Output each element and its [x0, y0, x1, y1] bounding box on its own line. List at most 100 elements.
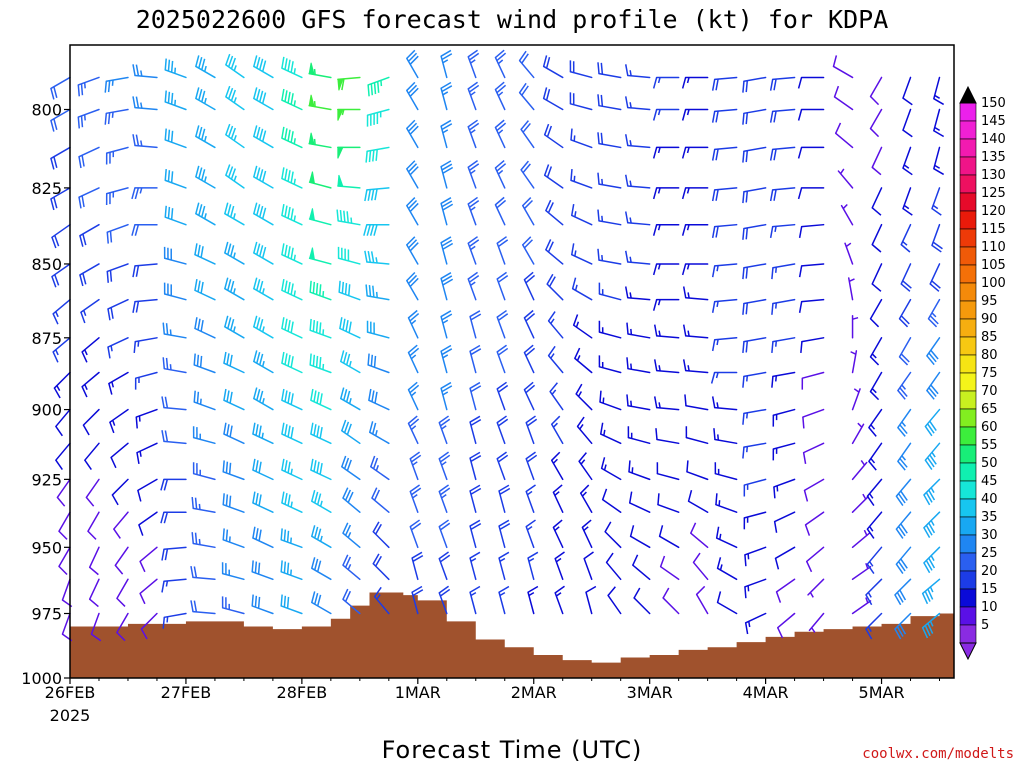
barb-flag — [283, 595, 287, 608]
barb-flag — [287, 170, 291, 182]
barb-staff — [713, 298, 738, 303]
wind-barb — [851, 460, 868, 481]
barb-flag — [316, 461, 320, 474]
wind-barb — [797, 187, 825, 200]
barb-flag — [570, 128, 573, 140]
barb-staff — [164, 139, 187, 149]
barb-half-flag — [903, 204, 910, 210]
barb-flag — [252, 491, 256, 504]
wind-barb — [552, 519, 564, 549]
wind-barb — [871, 146, 883, 176]
wind-barb — [109, 408, 129, 434]
barb-flag — [742, 81, 745, 93]
barb-flag — [570, 168, 573, 181]
wind-barb — [440, 272, 454, 301]
wind-barb — [807, 578, 825, 598]
barb-flag — [438, 451, 450, 460]
barb-flag — [742, 191, 745, 204]
wind-barb — [467, 49, 480, 79]
barb-flag — [113, 528, 121, 539]
barb-staff — [440, 202, 448, 226]
barb-flag — [255, 460, 259, 472]
barb-flag — [525, 313, 536, 322]
barb-half-flag — [470, 169, 476, 175]
barb-staff — [467, 242, 477, 265]
wind-barb — [194, 317, 216, 339]
barb-staff — [163, 367, 187, 374]
barb-flag — [190, 600, 194, 612]
barb-flag — [225, 461, 229, 474]
barb-flag — [284, 205, 288, 217]
barb-staff — [865, 578, 883, 596]
barb-flag — [547, 345, 556, 357]
barb-staff — [253, 97, 274, 111]
barb-flag — [258, 128, 264, 141]
barb-flag — [82, 424, 90, 436]
barb-staff — [627, 297, 651, 301]
wind-barb — [744, 578, 767, 599]
barb-flag — [284, 318, 288, 331]
wind-barb — [933, 146, 945, 176]
barb-flag — [551, 415, 561, 425]
barb-half-flag — [412, 461, 418, 466]
wind-barb — [281, 56, 303, 79]
barb-staff — [139, 546, 158, 563]
barb-staff — [851, 423, 865, 445]
wind-barb — [280, 560, 303, 581]
barb-flag — [715, 226, 719, 238]
barb-flag — [372, 150, 375, 162]
barb-flag — [578, 452, 587, 462]
barb-half-flag — [746, 412, 749, 419]
barb-flag — [925, 524, 933, 536]
wind-barb — [653, 359, 680, 374]
barb-flag — [346, 459, 352, 471]
barb-half-flag — [293, 68, 296, 75]
barb-flag — [364, 250, 368, 263]
wind-barb — [411, 551, 424, 581]
wind-barb — [851, 315, 859, 339]
wind-barb — [769, 223, 796, 238]
barb-flag — [313, 390, 317, 402]
barb-staff — [224, 252, 245, 265]
colorbar-label: 85 — [981, 330, 998, 345]
barb-flag — [681, 147, 687, 159]
barb-staff — [164, 101, 187, 111]
barb-staff — [440, 315, 448, 339]
barb-staff — [311, 567, 332, 581]
wind-barb — [575, 383, 593, 411]
barb-staff — [252, 537, 274, 549]
barb-flag — [56, 496, 66, 507]
barb-staff — [194, 289, 216, 301]
barb-flag — [314, 558, 319, 571]
barb-flag — [407, 163, 418, 173]
barb-flag — [520, 160, 529, 171]
wind-barb — [545, 239, 564, 265]
barb-staff — [79, 223, 100, 237]
barb-flag — [898, 356, 909, 366]
barb-flag — [87, 530, 97, 540]
barb-flag — [745, 191, 749, 203]
wind-barb — [366, 320, 390, 339]
wind-barb — [84, 442, 100, 470]
barb-half-flag — [376, 594, 381, 600]
wind-barb — [194, 279, 216, 301]
colorbar-segment — [959, 120, 977, 140]
barb-staff — [743, 298, 767, 305]
barb-staff — [105, 108, 129, 115]
wind-barb — [716, 557, 738, 581]
barb-staff — [494, 203, 506, 226]
colorbar-label: 135 — [981, 150, 1006, 165]
barb-flag — [287, 281, 291, 294]
barb-staff — [372, 562, 390, 581]
barb-staff — [805, 546, 825, 563]
wind-barb — [597, 132, 622, 149]
barb-flag — [494, 119, 505, 129]
wind-barb — [542, 55, 564, 79]
barb-staff — [406, 57, 419, 79]
barb-flag — [499, 522, 511, 531]
barb-flag — [629, 525, 635, 537]
colorbar: 1501451401351301251201151101051009590858… — [959, 85, 1006, 661]
barb-flag — [775, 591, 782, 603]
wind-barb — [743, 478, 767, 497]
barb-flag — [284, 244, 288, 257]
